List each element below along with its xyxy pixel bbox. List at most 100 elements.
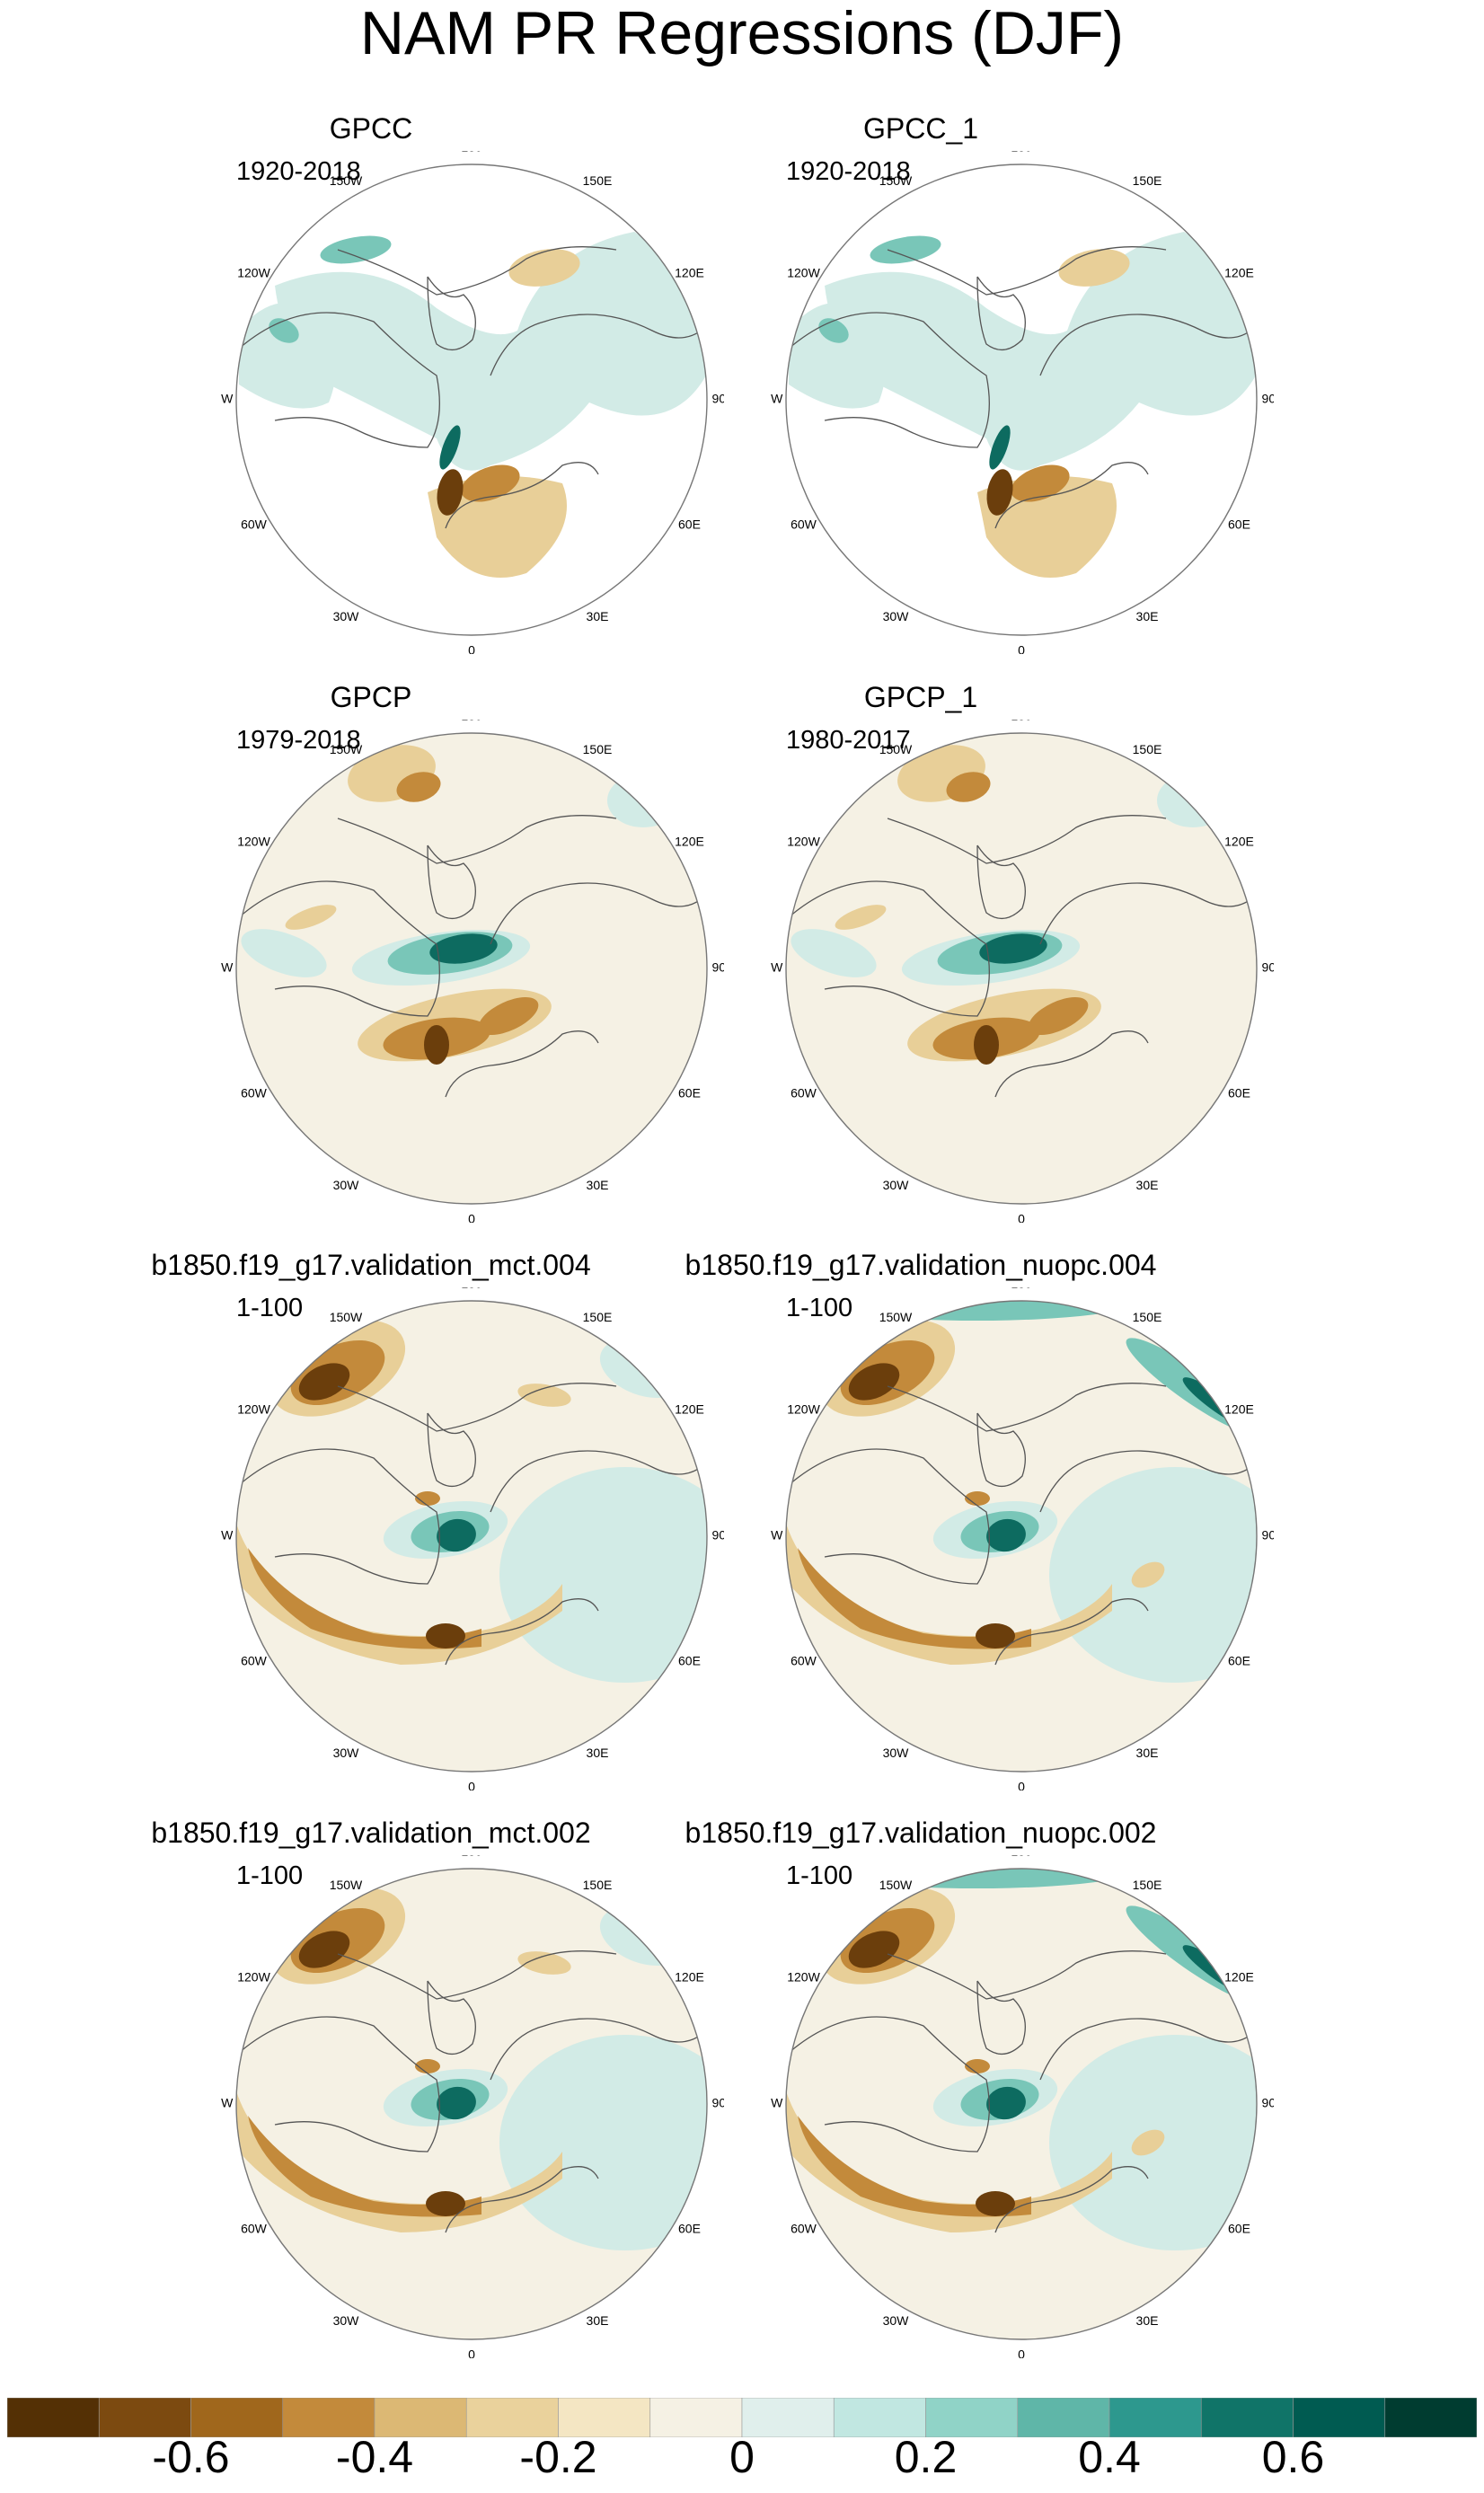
precip-anomaly-blob [1131,1561,1165,1588]
colorbar-tick-label: 0 [729,2432,755,2482]
panel-title: GPCP_1 [863,681,978,713]
longitude-label: 0 [1018,643,1025,654]
precip-anomaly-blob [426,2191,465,2216]
longitude-label: 90E [1262,2096,1274,2110]
coastline [238,1448,440,1585]
coastline [238,880,440,1017]
coastline [490,2018,707,2081]
precip-anomaly-blob [1011,464,1070,502]
coastline [788,1448,990,1585]
polar-map: 180 150E 120E 90E 60E 30E 0 30W 60W 90W 120W 150W [221,720,724,1223]
main-title: NAM PR Regressions (DJF) [359,0,1125,67]
precip-anomaly-blob [965,2059,990,2073]
colorbar-segment [282,2398,375,2437]
panel-title: b1850.f19_g17.validation_nuopc.004 [685,1249,1157,1281]
longitude-label: 180 [1011,151,1032,155]
coastline [976,276,1026,350]
longitude-label: 30W [883,1746,910,1760]
longitude-label: 180 [1011,720,1032,723]
precip-anomaly-blob [848,1363,900,1401]
coastline [337,1950,617,2000]
longitude-label: 60W [791,1654,817,1668]
panel-period: 1-100 [236,1861,304,1890]
panel-period: 1920-2018 [236,157,361,186]
longitude-label: 150W [330,173,363,188]
precip-anomaly-blob [786,790,814,811]
longitude-label: 90W [771,1528,783,1543]
longitude-label: 60W [791,1086,817,1101]
longitude-label: 0 [468,2347,475,2358]
coastline [337,246,617,296]
coastline [788,880,990,1017]
coastline [976,1980,1026,2055]
longitude-label: 120W [787,1970,820,1985]
precip-anomaly-blob [1157,774,1229,827]
precip-anomaly-blob [986,2086,1026,2120]
precip-anomaly-blob [248,1548,481,1649]
precip-anomaly-blob [1175,257,1229,296]
longitude-label: 150E [1133,1878,1162,1892]
map-boundary [785,1868,1258,2340]
coastline [1039,2018,1257,2081]
land-coverage [239,302,336,409]
coastline [994,1598,1149,1666]
precip-anomaly-blob [989,425,1011,470]
coastline [427,276,476,350]
panel-title: GPCC [329,112,413,145]
land-coverage [275,232,706,471]
longitude-label: 120W [787,266,820,280]
longitude-label: 180 [461,720,482,723]
coastline [1039,882,1257,945]
longitude-label: 120W [787,835,820,849]
longitude-label: 150E [1133,742,1162,756]
longitude-label: 30W [883,1178,910,1192]
longitude-label: 120W [237,835,270,849]
precip-anomaly-blob [424,1025,449,1065]
longitude-label: 90W [221,392,234,406]
precip-anomaly-blob [396,772,441,802]
panel-period: 1-100 [786,1294,853,1322]
map-panel: b1850.f19_g17.validation_nuopc.002 1-100 1… [550,1817,1292,2386]
longitude-label: 90E [1262,960,1274,975]
coastline [238,2016,440,2153]
precip-anomaly-blob [986,469,1013,516]
precip-anomaly-blob [461,464,520,502]
precip-anomaly-blob [298,1363,350,1401]
longitude-label: 30E [587,609,609,623]
longitude-label: 30E [1136,1178,1159,1192]
longitude-label: 30W [333,2313,360,2328]
precip-anomaly-blob [1028,996,1089,1036]
precip-anomaly-blob [285,905,337,930]
longitude-label: 120E [675,1970,704,1985]
coastline [445,462,599,529]
land-coverage [977,476,1117,578]
map-panel: GPCC 1920-2018 180 150E 120E 90E 60E 30E 0 30W 60W… [0,112,742,682]
panel-period: 1979-2018 [236,726,361,755]
precip-anomaly-blob [965,1491,990,1506]
land-coverage [428,476,567,578]
longitude-label: 120E [1224,1970,1254,1985]
colorbar [7,2398,1477,2437]
longitude-label: 90W [221,2096,234,2110]
longitude-label: 150W [330,1878,363,1892]
colorbar-segment [741,2398,835,2437]
longitude-label: 120E [1224,266,1254,280]
precip-anomaly-blob [439,425,461,470]
longitude-label: 150E [583,1310,613,1324]
colorbar-segment [1384,2398,1477,2437]
longitude-label: 30E [1136,1746,1159,1760]
coastline [490,882,707,945]
longitude-label: 60E [1228,2222,1250,2236]
longitude-label: 30E [587,1178,609,1192]
longitude-label: 30W [883,609,910,623]
coastline [490,314,707,376]
precip-anomaly-blob [517,1951,571,1975]
longitude-label: 120W [787,1402,820,1417]
longitude-label: 30W [883,2313,910,2328]
longitude-label: 180 [461,1287,482,1291]
map-boundary [235,164,708,636]
longitude-label: 90E [1262,392,1274,406]
precip-anomaly-blob [835,905,887,930]
precip-anomaly-blob [848,1931,900,1968]
coastline [445,1598,599,1666]
